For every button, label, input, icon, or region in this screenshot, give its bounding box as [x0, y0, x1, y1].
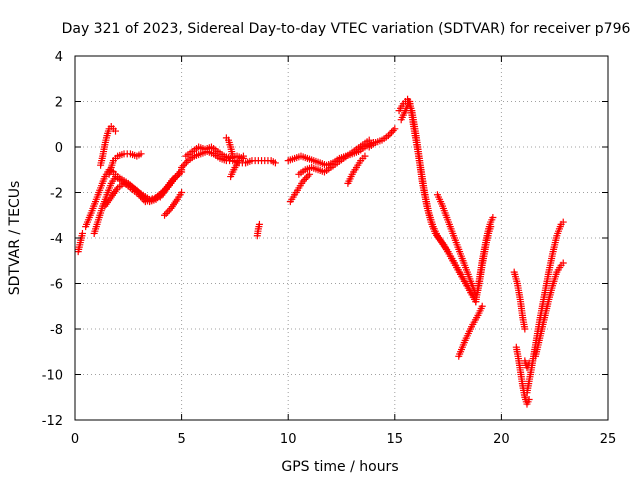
y-tick-label: -2 — [50, 187, 63, 202]
data-point — [154, 194, 162, 202]
data-point — [179, 162, 187, 170]
data-point — [239, 152, 247, 160]
data-point — [306, 170, 314, 178]
data-point — [521, 325, 529, 333]
data-point — [388, 128, 396, 136]
x-tick-label: 5 — [177, 432, 185, 447]
x-tick-label: 15 — [387, 432, 404, 447]
data-point — [304, 172, 312, 180]
data-point — [164, 208, 172, 216]
data-point — [255, 220, 263, 228]
data-point — [165, 182, 173, 190]
data-point — [112, 127, 120, 135]
y-tick-label: -10 — [42, 369, 63, 384]
data-point — [155, 192, 163, 200]
y-tick-label: -6 — [50, 278, 63, 293]
chart-title: Day 321 of 2023, Sidereal Day-to-day VTE… — [62, 21, 631, 37]
data-point — [299, 177, 307, 185]
data-point — [158, 189, 166, 196]
data-point — [162, 185, 170, 193]
data-point — [391, 125, 399, 133]
data-point — [161, 211, 169, 219]
y-axis-label: SDTVAR / TECUs — [7, 181, 23, 296]
data-point — [525, 396, 533, 404]
data-point — [178, 163, 186, 171]
data-point — [78, 229, 86, 237]
data-point — [365, 136, 373, 144]
x-tick-label: 10 — [280, 432, 297, 447]
data-point — [384, 132, 392, 140]
data-point — [302, 174, 310, 182]
x-axis-label: GPS time / hours — [281, 459, 398, 475]
data-point — [525, 359, 533, 367]
x-tick-label: 20 — [493, 432, 510, 447]
data-point — [478, 302, 486, 310]
data-point — [386, 130, 394, 138]
data-point — [489, 214, 497, 222]
data-point — [137, 150, 145, 158]
y-tick-label: -4 — [50, 232, 63, 247]
data-point — [559, 218, 567, 226]
y-tick-label: 0 — [55, 141, 63, 156]
data-point — [152, 195, 160, 203]
data-point — [162, 210, 170, 218]
data-point — [157, 190, 165, 198]
data-point — [389, 127, 397, 135]
data-point — [136, 190, 144, 198]
data-point — [181, 160, 189, 168]
y-tick-label: 4 — [55, 50, 63, 65]
x-tick-label: 0 — [71, 432, 79, 447]
data-point — [301, 175, 309, 183]
data-point — [182, 158, 190, 166]
y-tick-label: 2 — [55, 96, 63, 111]
data-point — [361, 152, 369, 160]
data-point — [271, 159, 279, 167]
data-point — [160, 187, 168, 195]
y-tick-label: -8 — [50, 323, 63, 338]
data-point — [559, 259, 567, 267]
data-point — [229, 152, 237, 160]
y-tick-label: -12 — [42, 414, 63, 429]
data-point — [163, 183, 171, 191]
data-point — [165, 206, 173, 214]
data-point — [138, 191, 146, 199]
data-point — [178, 189, 186, 196]
data-points — [74, 95, 567, 408]
data-point — [134, 188, 142, 196]
data-point — [487, 223, 495, 231]
data-point — [133, 186, 141, 194]
x-tick-label: 25 — [600, 432, 617, 447]
